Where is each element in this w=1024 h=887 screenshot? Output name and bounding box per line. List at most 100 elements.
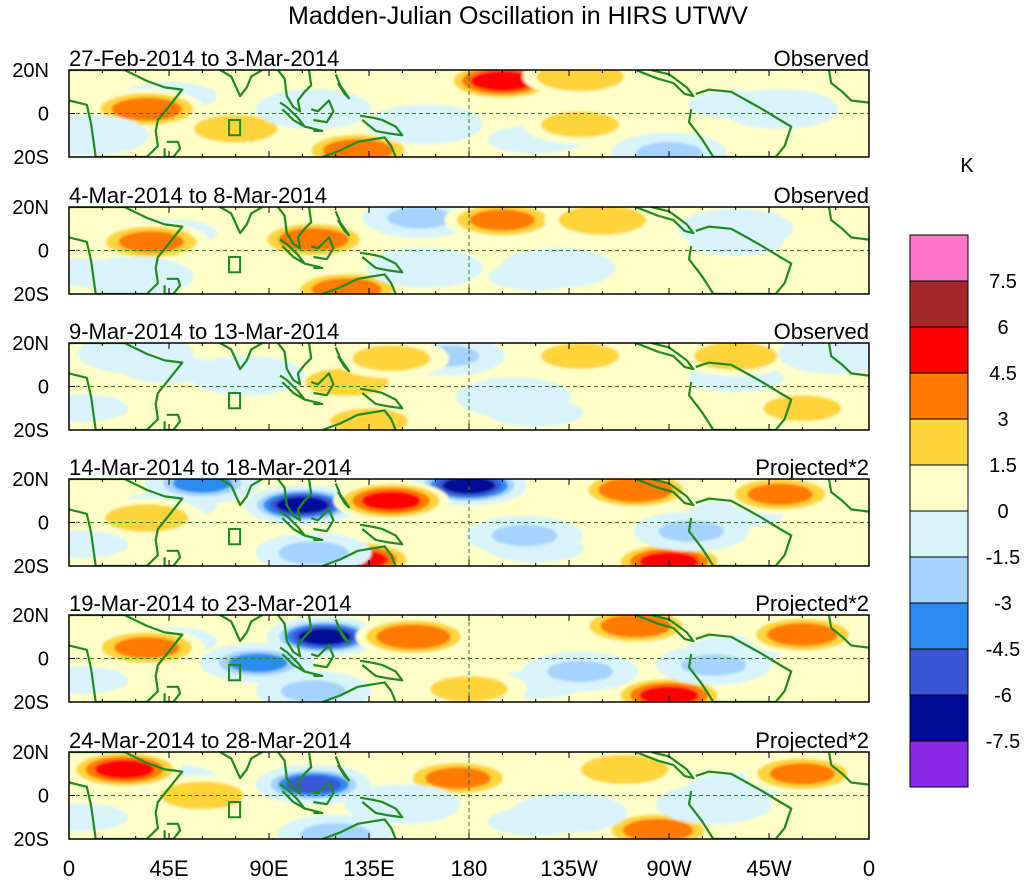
weak-anomaly-region xyxy=(69,530,129,559)
coastline xyxy=(321,681,397,702)
panel-label: Observed xyxy=(774,183,869,208)
region-box xyxy=(228,392,242,410)
coastline xyxy=(635,752,695,780)
region-box xyxy=(228,664,242,682)
panel-label: Projected*2 xyxy=(755,728,869,753)
panels-group: 20N 0 20S 27-Feb-2014 to 3-Mar-2014 Observed… xyxy=(12,46,870,851)
coastline xyxy=(304,807,324,814)
coastline xyxy=(359,387,404,410)
coastline xyxy=(321,409,397,430)
region-box xyxy=(228,119,242,137)
y-tick-label: 20N xyxy=(12,605,49,627)
anomaly-contour xyxy=(474,384,553,411)
coastline xyxy=(310,508,335,533)
coastline xyxy=(279,101,306,128)
anomaly-contour xyxy=(796,343,869,367)
anomaly-contour xyxy=(541,343,620,370)
coastline xyxy=(321,545,397,566)
anomaly-contour xyxy=(547,660,613,683)
panel-date-range: 4-Mar-2014 to 8-Mar-2014 xyxy=(69,183,327,208)
anomaly-contour xyxy=(680,654,747,676)
legend-level-label: -6 xyxy=(994,685,1012,707)
anomaly-contour xyxy=(558,207,647,235)
anomaly-contour xyxy=(470,70,535,92)
coastline xyxy=(219,752,263,780)
legend-swatch xyxy=(909,326,969,374)
legend-level-label: 0 xyxy=(997,501,1008,523)
legend-level-label: -7.5 xyxy=(986,731,1020,753)
anomaly-contour xyxy=(671,790,756,819)
coastline xyxy=(279,374,306,401)
anomaly-contour xyxy=(491,524,558,547)
coastline xyxy=(163,277,182,294)
coastline xyxy=(687,225,793,294)
anomaly-contour xyxy=(541,111,620,138)
coastline xyxy=(687,497,793,566)
coastline xyxy=(687,770,793,839)
anomaly-contour xyxy=(69,122,131,149)
anomaly-contour xyxy=(280,680,347,702)
coastline xyxy=(69,479,184,566)
x-tick-label: 0 xyxy=(63,856,75,881)
coastline xyxy=(279,783,306,810)
coastline xyxy=(827,479,869,513)
panel-1: 20N 0 20S 27-Feb-2014 to 3-Mar-2014 Observed xyxy=(12,46,870,169)
legend-swatch xyxy=(909,740,969,788)
weak-anomaly-region xyxy=(69,394,129,423)
coastline xyxy=(69,343,184,430)
anomaly-contour xyxy=(639,552,699,566)
coastline xyxy=(277,207,313,250)
anomaly-contour xyxy=(96,343,175,367)
legend-swatch xyxy=(909,372,969,420)
y-tick-label: 0 xyxy=(38,786,49,808)
anomaly-contour xyxy=(363,791,442,818)
coastline xyxy=(827,343,869,377)
anomaly-contour xyxy=(385,254,464,281)
anomaly-contour xyxy=(580,754,669,785)
anomaly-contour xyxy=(622,818,694,839)
anomaly-contour xyxy=(311,278,382,294)
coastline xyxy=(163,140,182,157)
coastline xyxy=(635,479,695,507)
panel-date-range: 24-Mar-2014 to 28-Mar-2014 xyxy=(69,728,351,753)
legend-level-label: 6 xyxy=(997,317,1008,339)
color-legend: 7.5 6 4.5 3 1.5 0 -1.5 -3 -4.5 -6 -7.5 xyxy=(909,234,1020,788)
coastline xyxy=(635,70,695,98)
panel-label: Projected*2 xyxy=(755,455,869,480)
chart-title: Madden-Julian Oscillation in HIRS UTWV xyxy=(288,2,748,30)
legend-level-label: 1.5 xyxy=(989,455,1017,477)
anomaly-contour xyxy=(598,479,673,503)
coastline xyxy=(163,413,182,430)
y-tick-label: 20S xyxy=(13,147,49,169)
coastline xyxy=(219,479,263,507)
coastline xyxy=(310,236,335,261)
anomaly-contour xyxy=(114,636,180,659)
anomaly-contour xyxy=(769,763,836,785)
coastline xyxy=(219,343,263,371)
anomaly-contour xyxy=(525,798,613,828)
y-tick-label: 20N xyxy=(12,742,49,764)
coastline xyxy=(635,615,695,643)
anomaly-contour xyxy=(636,141,702,157)
coastline xyxy=(277,70,313,113)
weak-anomaly-region xyxy=(69,803,129,832)
anomaly-contour xyxy=(228,653,288,673)
coastline xyxy=(827,615,869,649)
region-box xyxy=(228,528,242,546)
coastline xyxy=(827,70,869,104)
x-tick-label: 90E xyxy=(249,856,288,881)
anomaly-contour xyxy=(693,343,778,371)
coastlines xyxy=(69,479,869,566)
anomaly-contour xyxy=(658,520,724,542)
legend-swatch xyxy=(909,464,969,512)
anomaly-contour xyxy=(361,491,421,511)
y-tick-label: 20S xyxy=(13,829,49,851)
legend-level-label: -3 xyxy=(994,593,1012,615)
coastline xyxy=(687,633,793,702)
anomaly-contour xyxy=(105,504,189,533)
coastline xyxy=(334,482,351,509)
legend-swatch xyxy=(909,648,969,696)
coastline xyxy=(687,361,793,430)
coastline xyxy=(359,523,404,546)
coastline xyxy=(310,644,335,669)
